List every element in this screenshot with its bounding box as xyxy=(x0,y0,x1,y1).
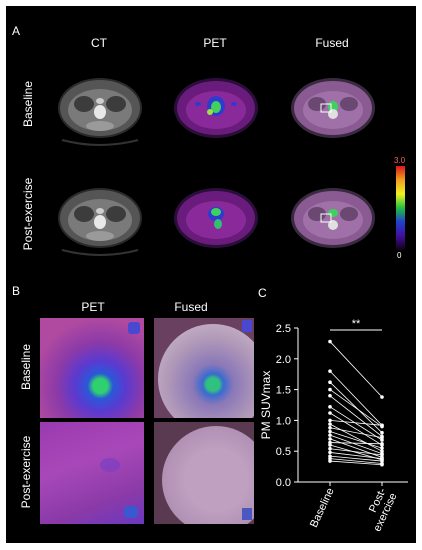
column-header-pet: PET xyxy=(203,36,227,50)
paired-line xyxy=(329,341,383,398)
post-exercise-point xyxy=(380,446,384,450)
paired-line xyxy=(329,406,383,441)
row-label-baseline: Baseline xyxy=(21,80,35,128)
row-label-post-exercise: Post-exercise xyxy=(21,177,35,251)
ct-scan-baseline xyxy=(58,78,142,146)
x-tick-label: Post-exercise xyxy=(361,486,400,534)
baseline-point xyxy=(328,459,332,463)
column-header-b-pet: PET xyxy=(81,300,105,314)
pet-scan-post-exercise xyxy=(174,188,258,248)
colorbar-max-label: 3.0 xyxy=(394,156,406,165)
panel-b-label: B xyxy=(12,284,21,298)
zoom-fused-baseline xyxy=(154,318,254,418)
colorbar-min-label: 0 xyxy=(397,251,402,260)
zoom-fused-post-exercise xyxy=(154,422,254,524)
row-label-b-post-exercise: Post-exercise xyxy=(19,435,33,509)
zoom-pet-baseline xyxy=(40,318,144,418)
paired-line xyxy=(329,412,383,446)
post-exercise-point xyxy=(380,430,384,435)
post-exercise-point xyxy=(380,462,384,467)
paired-line xyxy=(329,455,383,462)
panel-c-label: C xyxy=(258,286,267,300)
baseline-point xyxy=(328,429,332,434)
baseline-point xyxy=(328,456,332,461)
zoom-pet-post-exercise xyxy=(40,422,144,524)
baseline-point xyxy=(328,387,332,392)
baseline-point xyxy=(328,393,332,398)
baseline-point xyxy=(328,437,332,441)
roi-box xyxy=(320,213,332,223)
paired-line xyxy=(329,460,383,466)
column-header-ct: CT xyxy=(91,36,107,50)
post-exercise-point xyxy=(380,395,384,399)
column-header-b-fused: Fused xyxy=(174,300,208,314)
suvmax-chart: 0.0 0.5 1.0 1.5 2.0 2.5 PM SUVmax Baseline Post-… xyxy=(259,318,408,534)
post-exercise-point xyxy=(380,456,384,461)
baseline-point xyxy=(328,425,332,430)
ct-scan-post-exercise xyxy=(58,188,142,256)
paired-line xyxy=(329,427,383,439)
post-exercise-point xyxy=(380,442,384,446)
baseline-point xyxy=(328,369,332,373)
fused-scan-baseline xyxy=(291,78,375,138)
post-exercise-point xyxy=(380,438,384,442)
post-exercise-point xyxy=(380,435,384,440)
paired-line xyxy=(329,442,383,445)
paired-line xyxy=(329,452,383,459)
panel-a-label: A xyxy=(12,24,21,38)
baseline-point xyxy=(328,339,332,344)
roi-box xyxy=(320,103,332,113)
paired-line xyxy=(329,389,383,427)
y-tick-label: 2.5 xyxy=(276,323,291,335)
baseline-point xyxy=(328,411,332,415)
paired-line xyxy=(329,431,383,449)
baseline-point xyxy=(328,450,332,455)
paired-line xyxy=(329,395,383,437)
column-header-fused: Fused xyxy=(315,36,349,50)
significance-label: ** xyxy=(352,318,361,330)
y-tick-label: 1.0 xyxy=(276,415,291,427)
post-exercise-point xyxy=(380,423,384,428)
colorbar xyxy=(396,166,405,250)
row-label-b-baseline: Baseline xyxy=(19,343,33,391)
figure: A CT PET Fused Baseline Post-exercise xyxy=(6,6,416,543)
paired-line xyxy=(329,420,383,426)
paired-line xyxy=(329,438,383,458)
y-tick-label: 0.5 xyxy=(276,446,291,458)
fused-scan-post-exercise xyxy=(291,188,375,248)
paired-line xyxy=(329,458,383,464)
paired-line xyxy=(329,434,383,455)
baseline-point xyxy=(328,433,332,437)
baseline-point xyxy=(328,418,332,423)
y-tick-label: 1.5 xyxy=(276,385,291,397)
post-exercise-point xyxy=(380,453,384,457)
paired-line xyxy=(329,448,383,456)
paired-line xyxy=(329,423,383,452)
paired-line xyxy=(329,370,383,426)
baseline-point xyxy=(328,440,332,445)
baseline-point xyxy=(328,405,332,409)
baseline-point xyxy=(328,454,332,458)
y-tick-label: 2.0 xyxy=(276,354,291,366)
baseline-point xyxy=(328,443,332,447)
baseline-point xyxy=(328,422,332,426)
baseline-point xyxy=(328,446,332,451)
paired-line xyxy=(329,381,383,434)
y-axis-label: PM SUVmax xyxy=(259,371,273,440)
y-tick-label: 0.0 xyxy=(276,477,291,489)
post-exercise-point xyxy=(380,459,384,463)
baseline-point xyxy=(328,380,332,385)
x-tick-label: Baseline xyxy=(308,486,337,529)
pet-scan-baseline xyxy=(174,78,258,138)
post-exercise-point xyxy=(380,449,384,453)
